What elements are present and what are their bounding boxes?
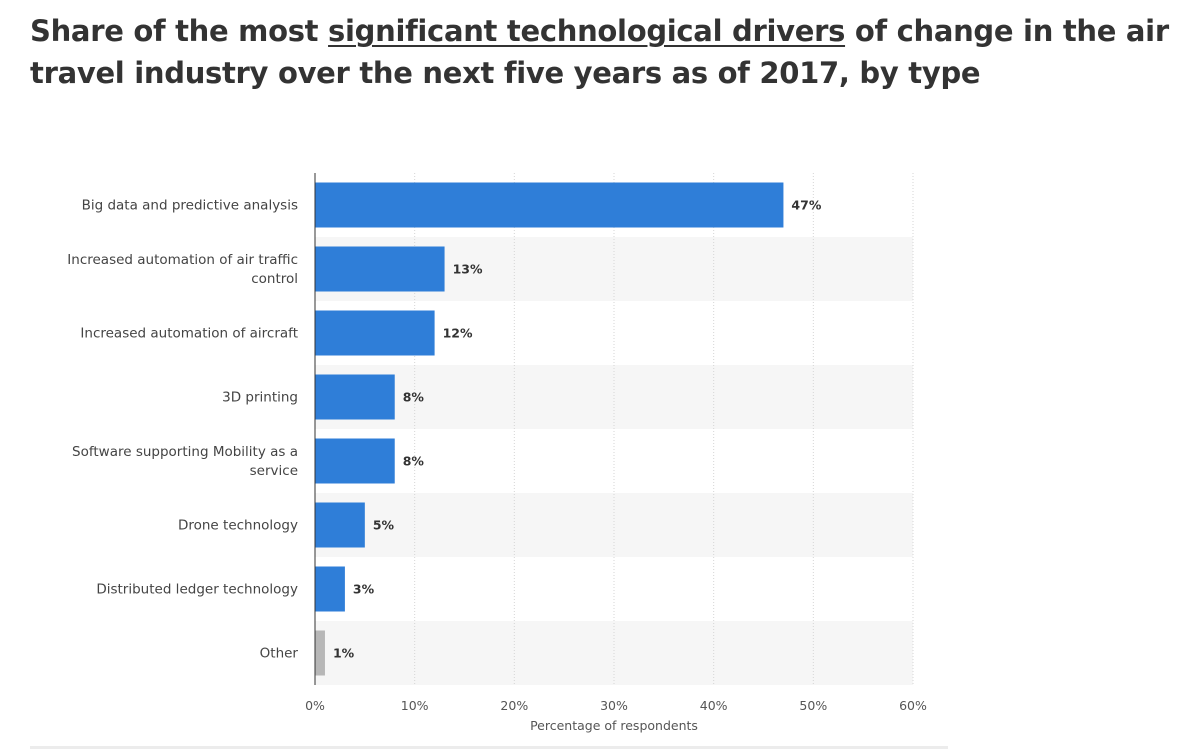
category-label: Other (260, 646, 299, 662)
bar[interactable] (315, 566, 345, 612)
bar[interactable] (315, 182, 784, 228)
bar[interactable] (315, 438, 395, 484)
data-label: 3% (353, 582, 375, 597)
category-label: 3D printing (222, 390, 298, 406)
chart-title: Share of the most significant technologi… (30, 10, 1190, 94)
category-label-line: Drone technology (178, 518, 298, 534)
category-label-line: Big data and predictive analysis (82, 198, 298, 214)
category-label-line: 3D printing (222, 390, 298, 406)
category-label: Big data and predictive analysis (82, 198, 298, 214)
category-label-line: service (250, 463, 298, 479)
category-labels: Big data and predictive analysis Increase… (67, 198, 298, 662)
x-tick-label: 50% (799, 698, 827, 713)
x-tick-label: 20% (500, 698, 528, 713)
category-label: Increased automation of air traffic contr… (67, 252, 298, 287)
category-label: Software supporting Mobility as a service (72, 444, 298, 479)
data-label: 13% (453, 262, 483, 277)
category-label: Distributed ledger technology (96, 582, 298, 598)
row-band (315, 365, 913, 429)
title-prefix: Share of the most (30, 14, 329, 48)
data-label: 12% (443, 326, 473, 341)
footer-divider (30, 746, 948, 749)
data-label: 8% (403, 390, 425, 405)
category-label-line: Increased automation of air traffic (67, 252, 298, 268)
data-label: 1% (333, 646, 355, 661)
bar[interactable] (315, 310, 435, 356)
bar[interactable] (315, 374, 395, 420)
category-label-line: Distributed ledger technology (96, 582, 298, 598)
category-label-line: Software supporting Mobility as a (72, 444, 298, 460)
category-label: Drone technology (178, 518, 298, 534)
x-tick-label: 40% (700, 698, 728, 713)
value-labels: 47% 13% 12% 8% 8% 5% 3% 1% (333, 198, 822, 661)
data-label: 5% (373, 518, 395, 533)
category-label-line: Other (260, 646, 299, 662)
title-suffix: of change in the air travel industry ove… (30, 14, 1169, 90)
data-label: 47% (791, 198, 821, 213)
data-label: 8% (403, 454, 425, 469)
category-label-line: Increased automation of aircraft (80, 326, 298, 342)
category-label-line: control (251, 271, 298, 287)
bars (315, 182, 784, 676)
bar[interactable] (315, 246, 445, 292)
x-tick-label: 30% (600, 698, 628, 713)
gridlines (414, 173, 914, 685)
category-label: Increased automation of aircraft (80, 326, 298, 342)
x-tick-labels: 0% 10% 20% 30% 40% 50% 60% (305, 698, 927, 713)
title-link[interactable]: significant technological drivers (328, 14, 846, 48)
bar[interactable] (315, 630, 325, 676)
x-tick-label: 60% (899, 698, 927, 713)
x-tick-label: 10% (401, 698, 429, 713)
x-axis-title: Percentage of respondents (530, 718, 698, 733)
x-tick-label: 0% (305, 698, 325, 713)
bar[interactable] (315, 502, 365, 548)
